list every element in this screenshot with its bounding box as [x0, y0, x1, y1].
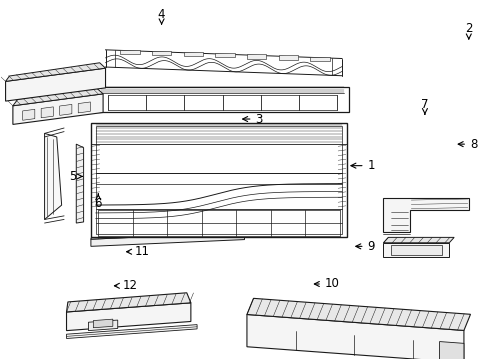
Text: 7: 7	[420, 98, 428, 114]
Polygon shape	[439, 342, 463, 360]
Polygon shape	[246, 54, 266, 59]
Text: 6: 6	[94, 194, 102, 210]
Polygon shape	[383, 198, 468, 232]
Polygon shape	[96, 87, 348, 112]
Text: 1: 1	[350, 159, 374, 172]
Polygon shape	[310, 57, 329, 61]
Polygon shape	[383, 237, 453, 243]
Text: 4: 4	[158, 8, 165, 24]
Polygon shape	[66, 303, 190, 330]
Text: 8: 8	[457, 138, 476, 150]
Polygon shape	[91, 228, 245, 239]
Polygon shape	[5, 68, 105, 101]
Text: 10: 10	[314, 278, 339, 291]
Polygon shape	[246, 298, 469, 330]
Polygon shape	[76, 144, 83, 223]
Polygon shape	[5, 63, 105, 81]
Polygon shape	[44, 134, 61, 220]
Polygon shape	[22, 109, 35, 120]
Polygon shape	[120, 50, 140, 54]
Polygon shape	[66, 293, 190, 312]
Polygon shape	[390, 244, 441, 255]
Polygon shape	[183, 52, 203, 56]
Polygon shape	[13, 87, 103, 106]
Polygon shape	[41, 107, 53, 118]
Text: 11: 11	[126, 245, 149, 258]
Polygon shape	[215, 53, 234, 58]
Polygon shape	[152, 51, 171, 55]
Text: 5: 5	[69, 170, 82, 183]
Polygon shape	[246, 315, 463, 360]
Polygon shape	[88, 320, 118, 330]
Text: 9: 9	[355, 240, 374, 253]
Text: 3: 3	[242, 113, 262, 126]
Polygon shape	[78, 102, 90, 113]
Polygon shape	[60, 104, 72, 115]
Polygon shape	[91, 233, 244, 246]
Polygon shape	[93, 319, 113, 328]
Text: 2: 2	[464, 22, 471, 39]
Polygon shape	[91, 123, 346, 237]
Polygon shape	[383, 243, 448, 257]
Polygon shape	[278, 55, 298, 60]
Text: 12: 12	[114, 279, 137, 292]
Polygon shape	[13, 94, 103, 125]
Polygon shape	[66, 325, 197, 338]
